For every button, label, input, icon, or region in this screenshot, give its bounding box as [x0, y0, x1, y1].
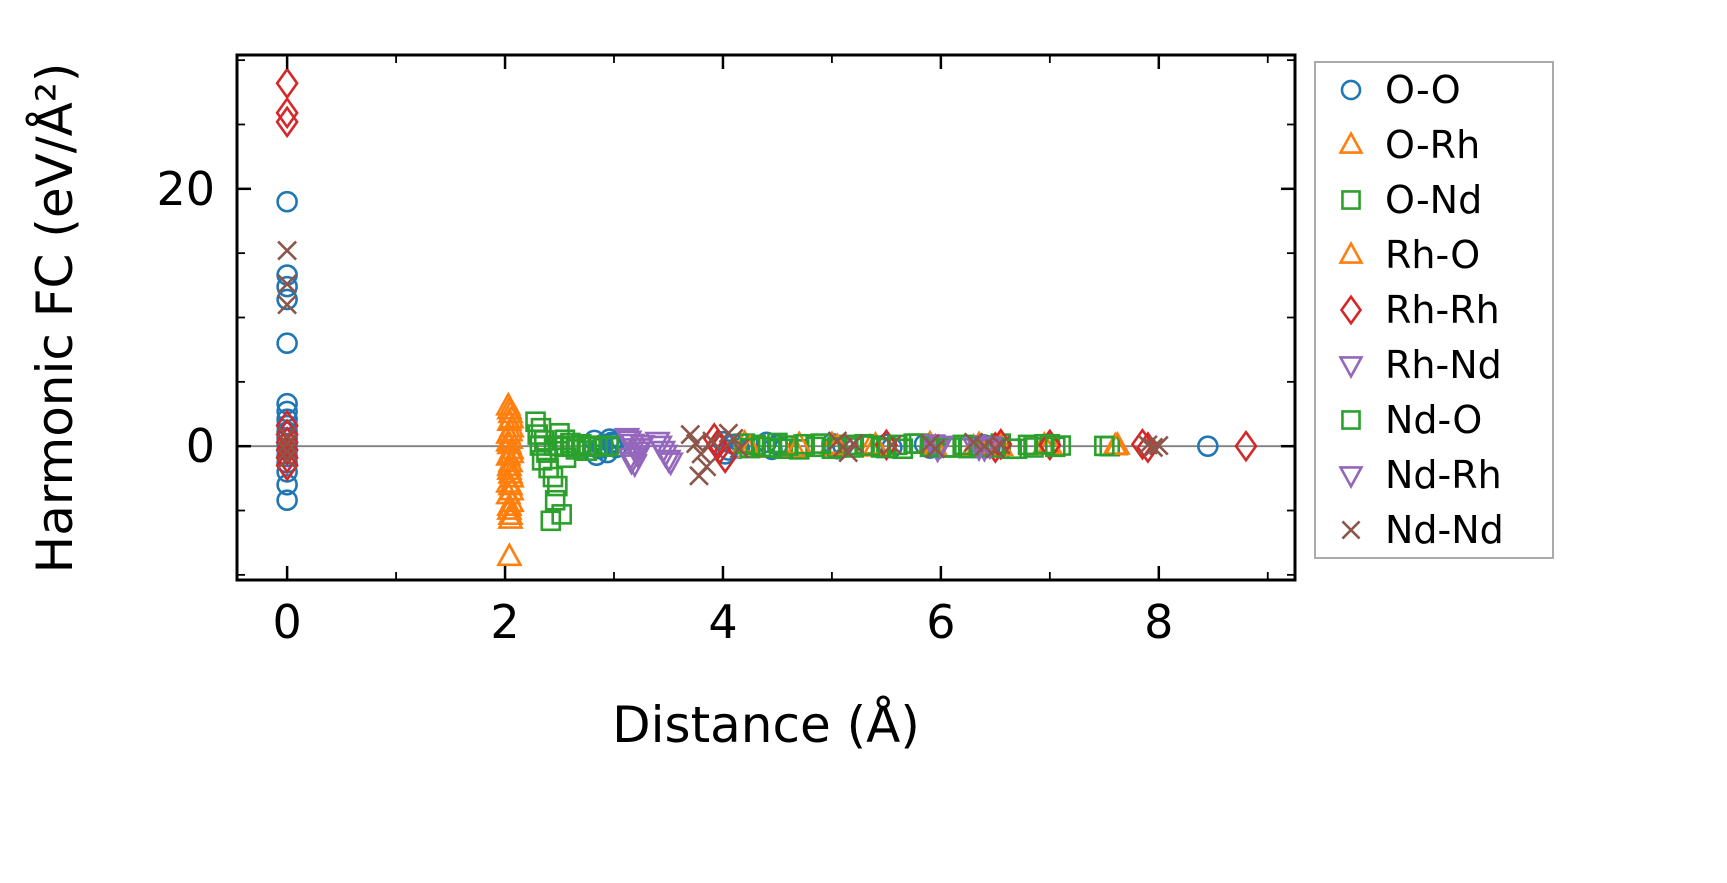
x-tick-label: 0	[272, 595, 301, 649]
legend-label: Nd-Nd	[1385, 508, 1504, 552]
legend-item-Rh-Nd: Rh-Nd	[1338, 343, 1502, 387]
y-axis-label: Harmonic FC (eV/Å²)	[26, 63, 84, 574]
series-O-Rh	[495, 391, 1129, 567]
legend-label: Nd-Rh	[1385, 453, 1502, 497]
series-Rh-Rh	[275, 67, 1258, 482]
series-Nd-O	[543, 432, 1115, 460]
x-tick-label: 2	[490, 595, 519, 649]
x-axis-label: Distance (Å)	[612, 696, 920, 754]
plot-area: 0 2 4 6 8 0 20	[156, 53, 1297, 649]
x-tick-label: 4	[708, 595, 737, 649]
x-tick-label: 6	[926, 595, 955, 649]
square-marker-icon	[1341, 410, 1361, 430]
legend-item-Nd-Rh: Nd-Rh	[1338, 453, 1502, 497]
legend-label: O-Rh	[1385, 123, 1480, 167]
circle-marker-icon	[1340, 79, 1362, 101]
axis-ticks: 0 2 4 6 8 0 20	[156, 55, 1295, 649]
triangle-up-marker-icon	[1338, 130, 1364, 154]
legend-item-Rh-Rh: Rh-Rh	[1339, 288, 1500, 332]
legend-label: O-Nd	[1385, 178, 1482, 222]
legend-item-O-Nd: O-Nd	[1341, 178, 1482, 222]
y-tick-label: 20	[156, 162, 215, 216]
legend-item-O-O: O-O	[1340, 68, 1461, 112]
legend-frame	[1314, 61, 1554, 559]
legend: O-O O-Rh O-Nd Rh-O Rh-Rh Rh-Nd Nd-O Nd-Rh Nd-Nd	[1314, 61, 1554, 559]
x-tick-label: 8	[1144, 595, 1173, 649]
legend-item-O-Rh: O-Rh	[1338, 123, 1480, 167]
series-Nd-Nd	[277, 240, 1169, 486]
square-marker-icon	[1341, 190, 1361, 210]
diamond-marker-icon	[1339, 294, 1363, 326]
legend-item-Nd-Nd: Nd-Nd	[1341, 508, 1504, 552]
y-tick-label: 0	[186, 419, 215, 473]
triangle-up-marker-icon	[1338, 240, 1364, 264]
plot-frame	[235, 53, 1297, 582]
legend-label: Rh-Rh	[1385, 288, 1500, 332]
legend-label: Nd-O	[1385, 398, 1482, 442]
legend-label: O-O	[1385, 68, 1461, 112]
x-marker-icon	[1341, 520, 1361, 540]
legend-label: Rh-Nd	[1385, 343, 1502, 387]
legend-item-Rh-O: Rh-O	[1338, 233, 1480, 277]
series-O-O	[276, 190, 1219, 512]
legend-item-Nd-O: Nd-O	[1341, 398, 1482, 442]
triangle-down-marker-icon	[1338, 356, 1364, 380]
legend-label: Rh-O	[1385, 233, 1480, 277]
triangle-down-marker-icon	[1338, 466, 1364, 490]
